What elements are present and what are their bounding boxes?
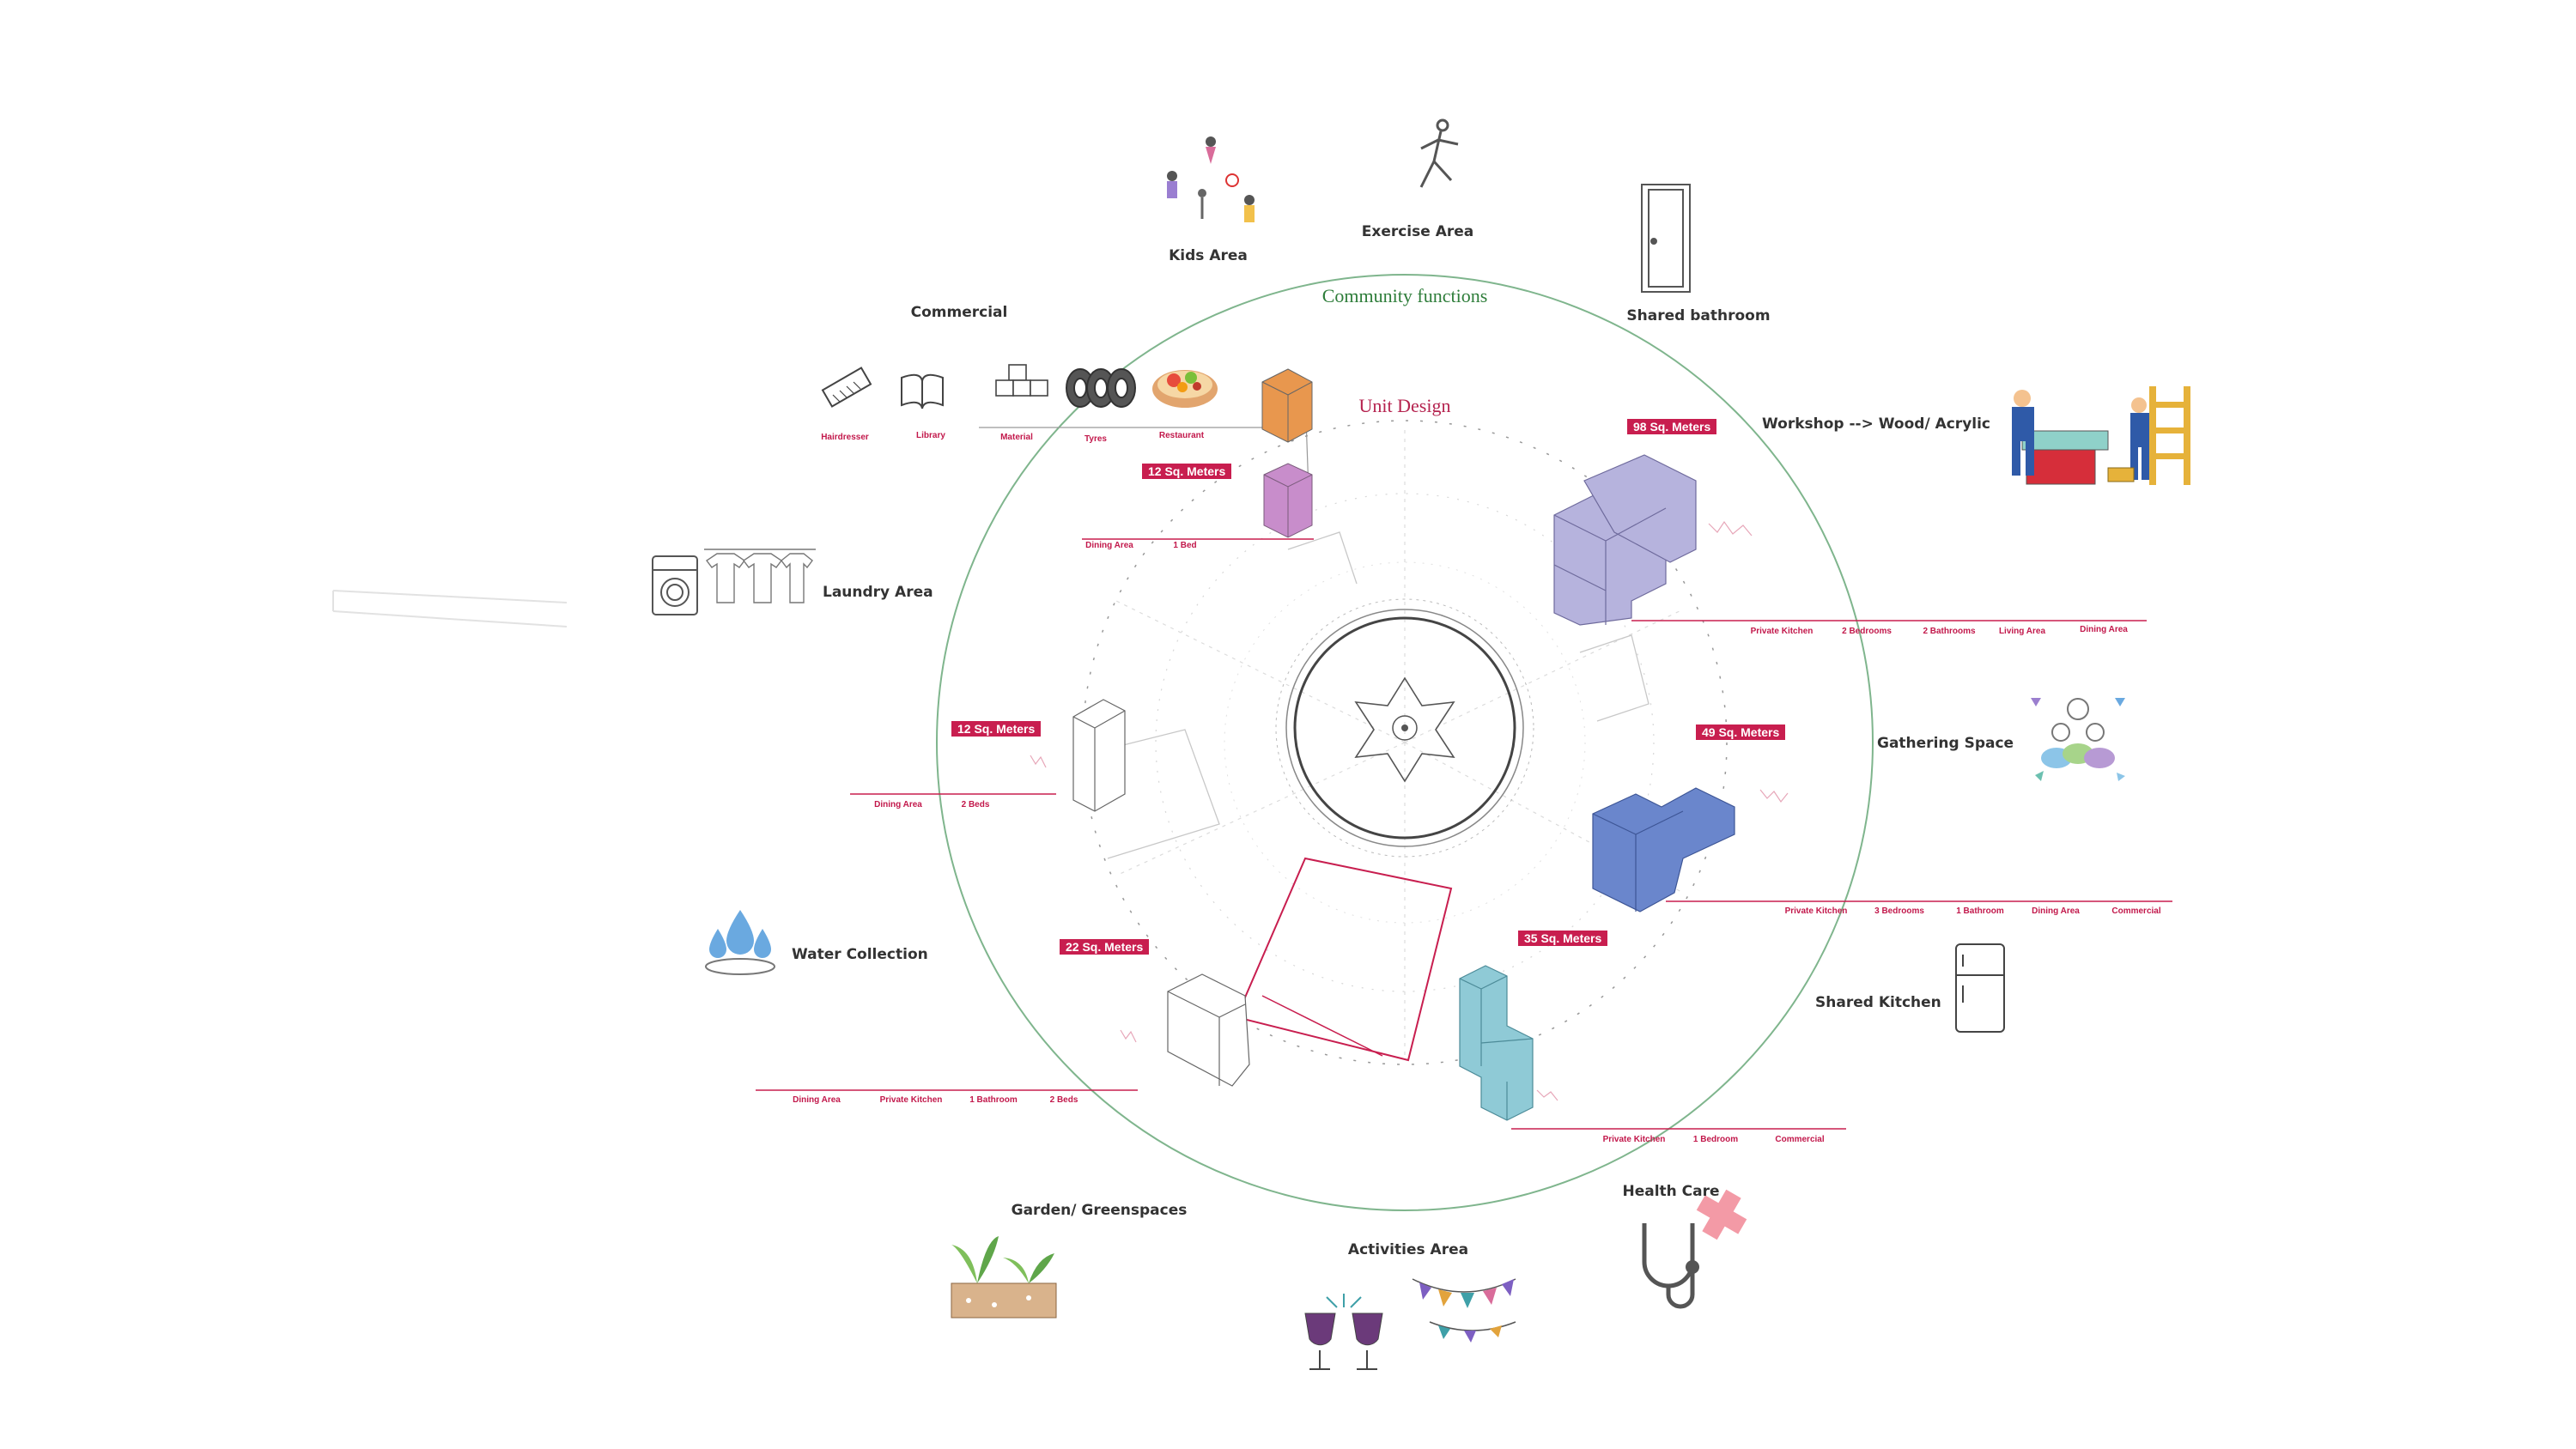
workshop-label: Workshop --> Wood/ Acrylic <box>1762 415 1991 433</box>
carpenter-icon <box>2012 390 2109 485</box>
unit-98-room: Living Area <box>1998 627 2046 636</box>
unit-49-room: Dining Area <box>2032 906 2080 916</box>
kids-area-label: Kids Area <box>1169 247 1248 264</box>
exercise-area-label: Exercise Area <box>1361 223 1474 240</box>
shirts-icon <box>704 549 816 603</box>
water-collection-label: Water Collection <box>792 946 928 963</box>
commercial-item-tyres: Tyres <box>1084 434 1107 444</box>
faint-plan-lines <box>1107 531 1649 859</box>
unit-98-room: Dining Area <box>2080 625 2128 634</box>
garden-label: Garden/ Greenspaces <box>1011 1202 1188 1219</box>
commercial-label: Commercial <box>910 304 1008 321</box>
unit-block-12b <box>1072 699 1126 812</box>
ladder-icon <box>2107 386 2190 485</box>
unit-98-room: Private Kitchen <box>1750 627 1814 636</box>
unit-block-98 <box>1553 454 1697 626</box>
kids-icon <box>1167 136 1255 222</box>
central-hub <box>1275 598 1534 858</box>
fridge-icon <box>1955 943 2005 1033</box>
unit-22-room: Private Kitchen <box>879 1095 943 1105</box>
unit-98-room: 2 Bathrooms <box>1923 627 1976 636</box>
red-plan-outline <box>1235 857 1453 1062</box>
washing-machine-icon <box>652 555 698 615</box>
unit-block-22 <box>1167 973 1250 1087</box>
unit-49-room: 1 Bathroom <box>1956 906 2004 916</box>
unit-block-35 <box>1459 965 1534 1121</box>
inner-faint-ring <box>1155 493 1655 992</box>
red-plan-line <box>1261 995 1383 1057</box>
unit-block-12a <box>1263 463 1313 538</box>
water-drops-icon <box>705 910 775 975</box>
unit-35-area-badge: 35 Sq. Meters <box>1518 931 1608 946</box>
unit-design-ring <box>1082 420 1728 1065</box>
plants-icon <box>951 1236 1057 1319</box>
unit-22-room: 2 Beds <box>1049 1095 1078 1105</box>
unit-12a-room: 1 Bed <box>1173 541 1197 550</box>
unit-12a-area-badge: 12 Sq. Meters <box>1142 464 1232 479</box>
commercial-item-restaurant: Restaurant <box>1158 431 1205 440</box>
unit-12b-area-badge: 12 Sq. Meters <box>951 721 1042 737</box>
inner-faint-ring-2 <box>1224 561 1586 924</box>
runner-icon <box>1419 118 1459 188</box>
activities-label: Activities Area <box>1347 1241 1469 1258</box>
unit-block-orange <box>1261 368 1313 443</box>
unit-35-room: 1 Bedroom <box>1692 1135 1739 1144</box>
ring-title: Community functions <box>1321 285 1488 306</box>
commercial-item-hairdresser: Hairdresser <box>821 433 869 442</box>
unit-49-room: Private Kitchen <box>1784 906 1848 916</box>
unit-49-room: 3 Bedrooms <box>1874 906 1924 916</box>
comb-icon <box>821 367 872 408</box>
commercial-item-material: Material <box>1000 433 1033 442</box>
unit-49-area-badge: 49 Sq. Meters <box>1696 724 1786 740</box>
boxes-icon <box>995 364 1048 397</box>
food-icon <box>1152 370 1218 408</box>
cheers-icon <box>1304 1294 1383 1370</box>
connector-lines <box>756 538 2172 1130</box>
grey-connectors <box>979 394 1310 516</box>
gathering-label: Gathering Space <box>1877 735 2014 752</box>
bunting-icon <box>1412 1278 1516 1343</box>
unit-22-area-badge: 22 Sq. Meters <box>1060 939 1150 955</box>
tyres-icon <box>1066 368 1136 408</box>
health-care-label: Health Care <box>1622 1183 1720 1200</box>
unit-35-room: Private Kitchen <box>1602 1135 1666 1144</box>
radial-spokes <box>1115 429 1684 1056</box>
unit-22-room: 1 Bathroom <box>969 1095 1018 1105</box>
unit-block-49 <box>1592 787 1735 912</box>
unit-12b-room: 2 Beds <box>961 800 990 809</box>
people-icon <box>2031 698 2125 781</box>
book-icon <box>901 373 944 409</box>
unit-22-room: Dining Area <box>793 1095 841 1105</box>
faint-left-lines <box>332 590 568 627</box>
stethoscope-icon <box>1642 1189 1747 1309</box>
laundry-label: Laundry Area <box>823 584 933 601</box>
unit-design-title: Unit Design <box>1358 395 1451 416</box>
unit-12a-room: Dining Area <box>1085 541 1133 550</box>
community-ring <box>936 274 1874 1211</box>
faint-scribbles <box>1030 520 1789 1101</box>
unit-12b-room: Dining Area <box>874 800 922 809</box>
unit-49-room: Commercial <box>2111 906 2161 916</box>
door-icon <box>1641 184 1691 293</box>
shared-bathroom-label: Shared bathroom <box>1626 307 1771 324</box>
commercial-item-library: Library <box>916 431 945 440</box>
shared-kitchen-label: Shared Kitchen <box>1815 994 1941 1011</box>
unit-98-area-badge: 98 Sq. Meters <box>1627 419 1717 434</box>
unit-98-room: 2 Bedrooms <box>1842 627 1892 636</box>
unit-35-room: Commercial <box>1775 1135 1825 1144</box>
